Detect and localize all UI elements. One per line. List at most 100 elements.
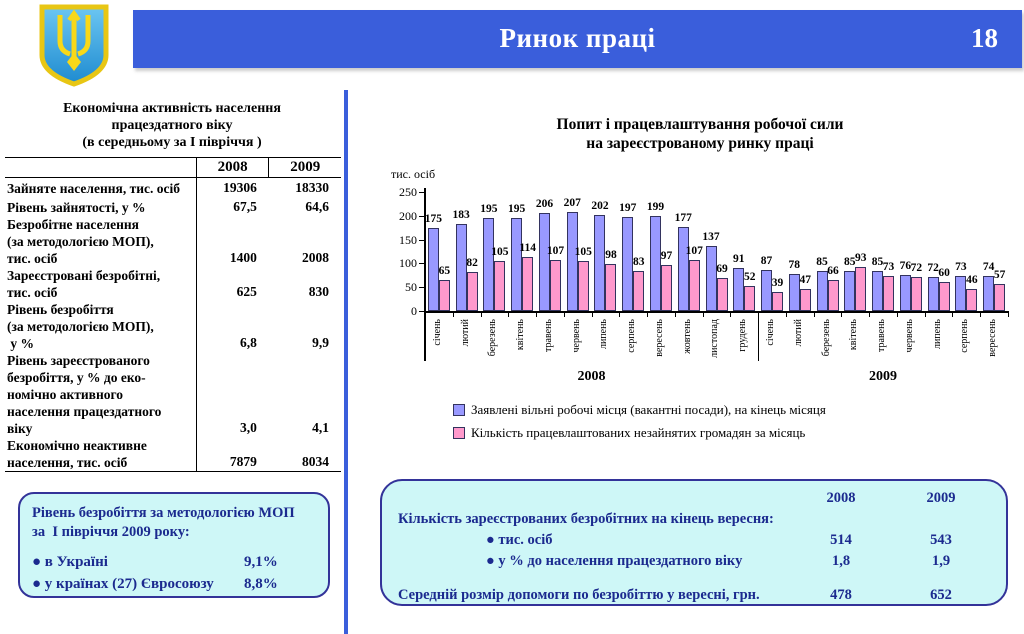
stat-item: ● у країнах (27) Євросоюзу 8,8%	[32, 573, 316, 595]
category-tick	[896, 311, 898, 317]
x-axis-line	[425, 311, 1009, 313]
value-2008: 67,5	[233, 199, 257, 214]
value-2008: 514	[830, 532, 852, 548]
table-row: Безробітне населення (за методологією МО…	[5, 216, 341, 267]
bar-value-label: 66	[827, 264, 839, 277]
table-row: Рівень безробіття (за методологією МОП),…	[5, 301, 341, 352]
bar-vacancies	[983, 275, 995, 311]
x-category-label: травень	[542, 319, 554, 352]
year-group-label: 2009	[869, 369, 898, 384]
bar-employed	[549, 260, 561, 311]
legend-label: Заявлені вільні робочі місця (вакантні п…	[471, 402, 826, 417]
year-group-separator	[758, 311, 760, 361]
bar-value-label: 57	[993, 268, 1006, 281]
value-2009: 830	[308, 284, 329, 299]
bar-value-label: 195	[480, 203, 498, 216]
bar-value-label: 46	[966, 274, 978, 287]
right-box-header-2009: 2009	[926, 490, 956, 506]
bar-employed	[522, 256, 534, 311]
stat-label: Середній розмір допомоги по безробіттю у…	[398, 587, 760, 603]
table-row: Рівень зайнятості, у % 67,5 64,6	[5, 197, 341, 216]
stat-label: ● тис. осіб	[486, 532, 553, 548]
bar-employed	[938, 282, 950, 311]
mop-unemployment-box: Рівень безробіття за методологією МОП за…	[18, 492, 330, 598]
bar-value-label: 98	[605, 249, 617, 262]
bar-vacancies	[872, 270, 884, 311]
y-axis-tick	[419, 287, 425, 289]
header-bar: Ринок праці 18	[133, 10, 1022, 68]
bar-employed	[577, 261, 589, 311]
value-2009: 1,9	[931, 553, 951, 569]
category-tick	[674, 311, 676, 317]
row-label: Рівень безробіття (за методологією МОП),…	[5, 301, 197, 352]
y-tick-label: 150	[399, 232, 417, 247]
bar-value-label: 60	[938, 267, 950, 280]
row-label: Рівень зайнятості, у %	[5, 197, 197, 216]
x-category-label: лютий	[459, 319, 471, 347]
category-tick	[924, 311, 926, 317]
page-number: 18	[971, 23, 998, 53]
bar-employed	[466, 271, 478, 311]
row-label: Зареєстровані безробітні, тис. осіб	[5, 267, 197, 301]
x-category-label: листопад	[709, 319, 721, 358]
value-2009: 543	[930, 532, 952, 548]
stat-label: ● в Україні	[32, 554, 108, 570]
value-2009: 8034	[302, 454, 329, 469]
header-2008: 2008	[196, 157, 269, 178]
legend-swatch-vacancies	[453, 404, 465, 416]
x-category-label: грудень	[737, 319, 749, 352]
registered-unemployed-box: 2008 2009 Кількість зареєстрованих безро…	[380, 479, 1008, 606]
value-2008: 6,8	[240, 335, 257, 350]
value-2008: 478	[830, 587, 852, 603]
value-2008: 1,8	[831, 553, 851, 569]
y-axis-line	[424, 188, 426, 361]
bar-value-label: 107	[685, 245, 703, 258]
bar-vacancies	[899, 274, 911, 311]
bar-vacancies	[761, 269, 773, 311]
header-empty-cell	[5, 157, 197, 178]
bar-value-label: 82	[466, 256, 478, 269]
bar-value-label: 93	[855, 251, 867, 264]
table-row: Рівень зареєстрованого безробіття, у % д…	[5, 352, 341, 437]
bar-value-label: 137	[702, 230, 720, 243]
category-tick	[425, 311, 426, 317]
bar-value-label: 183	[452, 208, 470, 221]
bar-employed	[772, 292, 784, 311]
bar-vacancies	[733, 267, 745, 311]
bar-employed	[688, 260, 700, 311]
y-axis-tick	[419, 239, 425, 241]
bar-value-label: 72	[927, 261, 939, 274]
x-category-label: квітень	[515, 319, 527, 351]
category-tick	[702, 311, 704, 317]
bar-employed	[883, 276, 895, 311]
bar-value-label: 202	[591, 199, 609, 212]
y-axis-tick	[419, 263, 425, 265]
bar-employed	[605, 264, 617, 311]
table-row: Зайняте населення, тис. осіб 19306 18330	[5, 177, 341, 197]
bar-value-label: 83	[632, 256, 645, 269]
y-tick-label: 100	[399, 256, 417, 271]
legend-item: Заявлені вільні робочі місця (вакантні п…	[453, 402, 826, 418]
value-2009: 652	[930, 587, 952, 603]
bar-value-label: 85	[871, 255, 884, 268]
bar-vacancies	[677, 226, 689, 311]
x-category-label: жовтень	[681, 319, 693, 354]
x-category-label: березень	[820, 319, 832, 357]
legend-label: Кількість працевлаштованих незайнятих гр…	[471, 425, 806, 440]
category-tick	[536, 311, 538, 317]
category-tick	[480, 311, 482, 317]
table-row: Економічно неактивне населення, тис. осі…	[5, 437, 341, 472]
bar-value-label: 206	[535, 197, 554, 210]
value-2008: 7879	[229, 454, 257, 469]
bar-value-label: 199	[646, 201, 665, 214]
bar-employed	[855, 266, 867, 311]
bar-value-label: 175	[424, 212, 443, 225]
ukraine-coat-of-arms	[33, 2, 115, 90]
right-box-rows: Кількість зареєстрованих безробітних на …	[398, 509, 991, 606]
stat-row: ● тис. осіб 514 543	[398, 530, 991, 551]
bar-vacancies	[594, 214, 606, 311]
trident-icon	[39, 4, 109, 87]
value-2008: 1400	[229, 250, 257, 265]
bar-value-label: 97	[660, 249, 673, 262]
value-2009: 4,1	[312, 420, 329, 435]
